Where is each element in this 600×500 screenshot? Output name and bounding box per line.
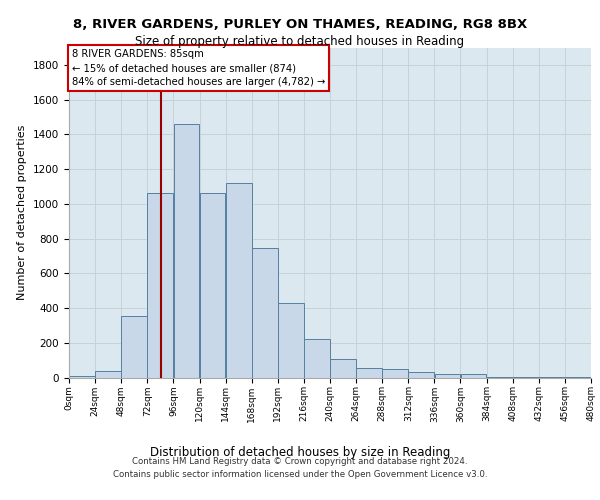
Text: 8, RIVER GARDENS, PURLEY ON THAMES, READING, RG8 8BX: 8, RIVER GARDENS, PURLEY ON THAMES, READ…	[73, 18, 527, 30]
Y-axis label: Number of detached properties: Number of detached properties	[17, 125, 28, 300]
Bar	[200, 194, 226, 378]
Bar	[278, 303, 304, 378]
Text: 8 RIVER GARDENS: 85sqm
← 15% of detached houses are smaller (874)
84% of semi-de: 8 RIVER GARDENS: 85sqm ← 15% of detached…	[71, 49, 325, 87]
Bar	[148, 194, 173, 378]
Bar	[513, 377, 539, 378]
Bar	[173, 124, 199, 378]
Bar	[434, 374, 460, 378]
Bar	[487, 376, 512, 378]
Bar	[356, 368, 382, 378]
Bar	[304, 340, 330, 378]
Bar	[69, 376, 95, 378]
Bar	[121, 316, 147, 378]
Bar	[252, 248, 278, 378]
Bar	[330, 360, 356, 378]
Text: Size of property relative to detached houses in Reading: Size of property relative to detached ho…	[136, 35, 464, 48]
Bar	[95, 370, 121, 378]
Text: Contains HM Land Registry data © Crown copyright and database right 2024.: Contains HM Land Registry data © Crown c…	[132, 458, 468, 466]
Bar	[461, 374, 487, 378]
Bar	[409, 372, 434, 378]
Text: Contains public sector information licensed under the Open Government Licence v3: Contains public sector information licen…	[113, 470, 487, 479]
Text: Distribution of detached houses by size in Reading: Distribution of detached houses by size …	[150, 446, 450, 459]
Bar	[382, 369, 408, 378]
Bar	[226, 183, 251, 378]
